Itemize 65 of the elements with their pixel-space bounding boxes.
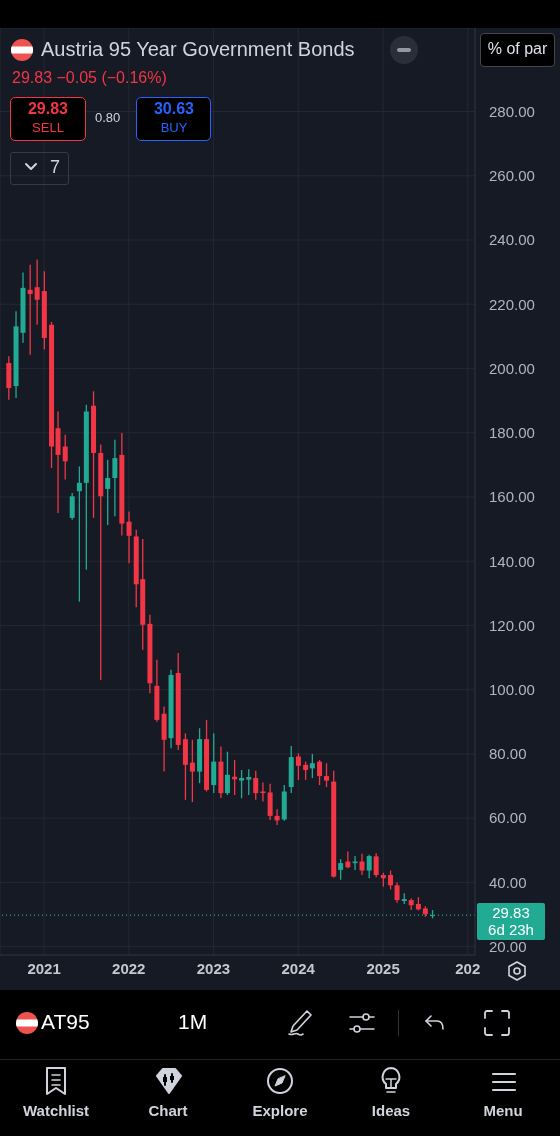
- y-tick-label: 260.00: [489, 167, 535, 185]
- candlestick: [338, 858, 344, 881]
- y-tick-label: 60.00: [489, 809, 527, 827]
- candlestick: [112, 439, 118, 517]
- text: % of par: [486, 40, 549, 58]
- text: Explore: [251, 1102, 309, 1119]
- annotation: 0.80: [95, 110, 121, 125]
- candlestick: [69, 492, 75, 521]
- text: Watchlist: [21, 1102, 91, 1119]
- candlestick: [324, 762, 330, 788]
- candlestick: [126, 510, 132, 564]
- y-tick-label: 200.00: [489, 359, 535, 377]
- candlestick: [274, 808, 280, 826]
- candlestick: [76, 465, 82, 603]
- x-tick-label: 202: [455, 959, 481, 977]
- y-tick-label: 40.00: [489, 873, 527, 891]
- candlestick: [373, 852, 379, 878]
- candlestick: [246, 768, 252, 796]
- text: Menu: [482, 1102, 524, 1119]
- candlestick: [267, 783, 273, 821]
- y-tick-label: 280.00: [489, 102, 535, 120]
- annotation: SELL: [31, 120, 65, 135]
- text: 6d 23h: [488, 921, 534, 939]
- y-tick-label: 100.00: [489, 681, 535, 699]
- y-tick-label: 120.00: [489, 616, 535, 634]
- candlestick: [27, 264, 33, 356]
- annotation: 30.63: [152, 100, 195, 118]
- candlestick: [105, 459, 111, 526]
- candlestick: [388, 869, 394, 891]
- candlestick: [211, 732, 217, 794]
- text: 29.83 −0.05 (−0.16%): [12, 69, 167, 87]
- candlestick: [303, 760, 309, 781]
- ref-line-label: 29.83: [492, 904, 530, 922]
- candlestick: [295, 752, 301, 781]
- y-tick-label: 80.00: [489, 745, 527, 763]
- annotation: 7: [50, 157, 61, 178]
- text: AT95: [41, 1010, 90, 1034]
- text: Austria 95 Year Government Bonds: [41, 38, 355, 61]
- y-tick-label: 220.00: [489, 295, 535, 313]
- candlestick: [62, 434, 68, 481]
- x-tick-label: 2023: [196, 959, 231, 977]
- candlestick: [309, 753, 315, 779]
- x-tick-label: 2021: [27, 959, 61, 977]
- text: 1M: [178, 1010, 208, 1034]
- text: Chart: [147, 1102, 189, 1119]
- y-tick-label: 160.00: [489, 488, 535, 506]
- annotation: 29.83: [26, 100, 69, 118]
- candlestick: [189, 739, 195, 803]
- candlestick: [253, 769, 259, 801]
- text: Ideas: [370, 1102, 412, 1119]
- x-tick-label: 2024: [281, 959, 316, 977]
- candlestick: [34, 258, 40, 326]
- y-tick-label: 20.00: [489, 937, 527, 955]
- x-tick-label: 2022: [112, 959, 146, 977]
- candlestick: [394, 881, 400, 904]
- y-tick-label: 180.00: [489, 424, 535, 442]
- y-tick-label: 140.00: [489, 552, 535, 570]
- candlestick: [239, 769, 245, 799]
- y-tick-label: 240.00: [489, 231, 535, 249]
- annotation: BUY: [159, 120, 189, 135]
- candlestick: [317, 759, 323, 786]
- candlestick: [359, 853, 365, 876]
- candlestick: [224, 751, 230, 796]
- candlestick: [366, 854, 372, 879]
- x-tick-label: 2025: [366, 959, 400, 977]
